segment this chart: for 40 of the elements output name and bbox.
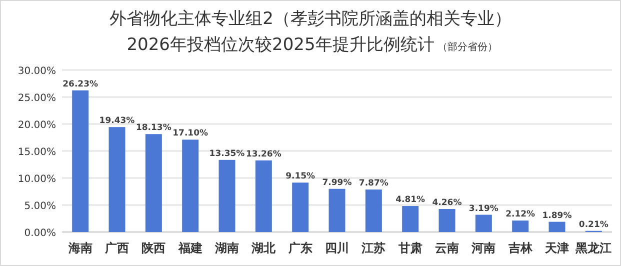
y-tick-label: 20.00% xyxy=(18,120,56,131)
data-label: 4.26% xyxy=(432,198,462,208)
data-label: 26.23% xyxy=(62,79,99,90)
y-tick-label: 25.00% xyxy=(18,93,56,104)
x-tick-label: 广东 xyxy=(287,241,312,255)
x-tick-label: 陕西 xyxy=(142,241,166,255)
y-tick-label: 5.00% xyxy=(24,201,56,212)
data-label: 9.15% xyxy=(286,172,316,182)
x-tick-label: 湖南 xyxy=(214,241,239,255)
text: （部分省份） xyxy=(437,41,498,53)
data-label: 7.87% xyxy=(358,178,389,188)
data-label: 13.26% xyxy=(246,149,282,160)
x-tick-label: 吉林 xyxy=(507,241,534,255)
data-label: 18.13% xyxy=(136,123,172,134)
data-label: 1.89% xyxy=(542,210,572,221)
x-tick-label: 四川 xyxy=(325,241,349,255)
y-tick-label: 15.00% xyxy=(18,147,56,158)
x-tick-label: 广西 xyxy=(104,241,129,255)
x-tick-label: 甘肃 xyxy=(397,241,422,255)
data-label: 17.10% xyxy=(172,128,209,139)
y-tick-label: 30.00% xyxy=(18,66,56,77)
data-label: 19.43% xyxy=(99,116,136,126)
x-tick-label: 黑龙江 xyxy=(574,241,612,255)
y-tick-label: 10.00% xyxy=(18,174,56,185)
data-label: 2.12% xyxy=(506,210,536,220)
data-label: 0.21% xyxy=(578,220,609,230)
x-tick-label: 云南 xyxy=(435,241,459,255)
data-label: 4.81% xyxy=(396,195,426,206)
x-tick-label: 河南 xyxy=(470,241,496,255)
data-label: 7.99% xyxy=(322,178,352,188)
data-label: 13.35% xyxy=(209,148,246,159)
x-tick-label: 江苏 xyxy=(360,241,386,255)
chart-title: 外省物化主体专业组2（孝彭书院所涵盖的相关专业） xyxy=(110,9,512,29)
y-tick-label: 0.00% xyxy=(24,228,56,239)
x-tick-label: 天津 xyxy=(544,241,569,255)
x-tick-label: 福建 xyxy=(177,241,202,255)
x-tick-label: 湖北 xyxy=(250,241,277,255)
data-label: 3.19% xyxy=(468,204,499,214)
chart-subtitle: 2026年投档位次较2025年提升比例统计 xyxy=(126,35,434,55)
x-tick-label: 海南 xyxy=(67,241,92,255)
